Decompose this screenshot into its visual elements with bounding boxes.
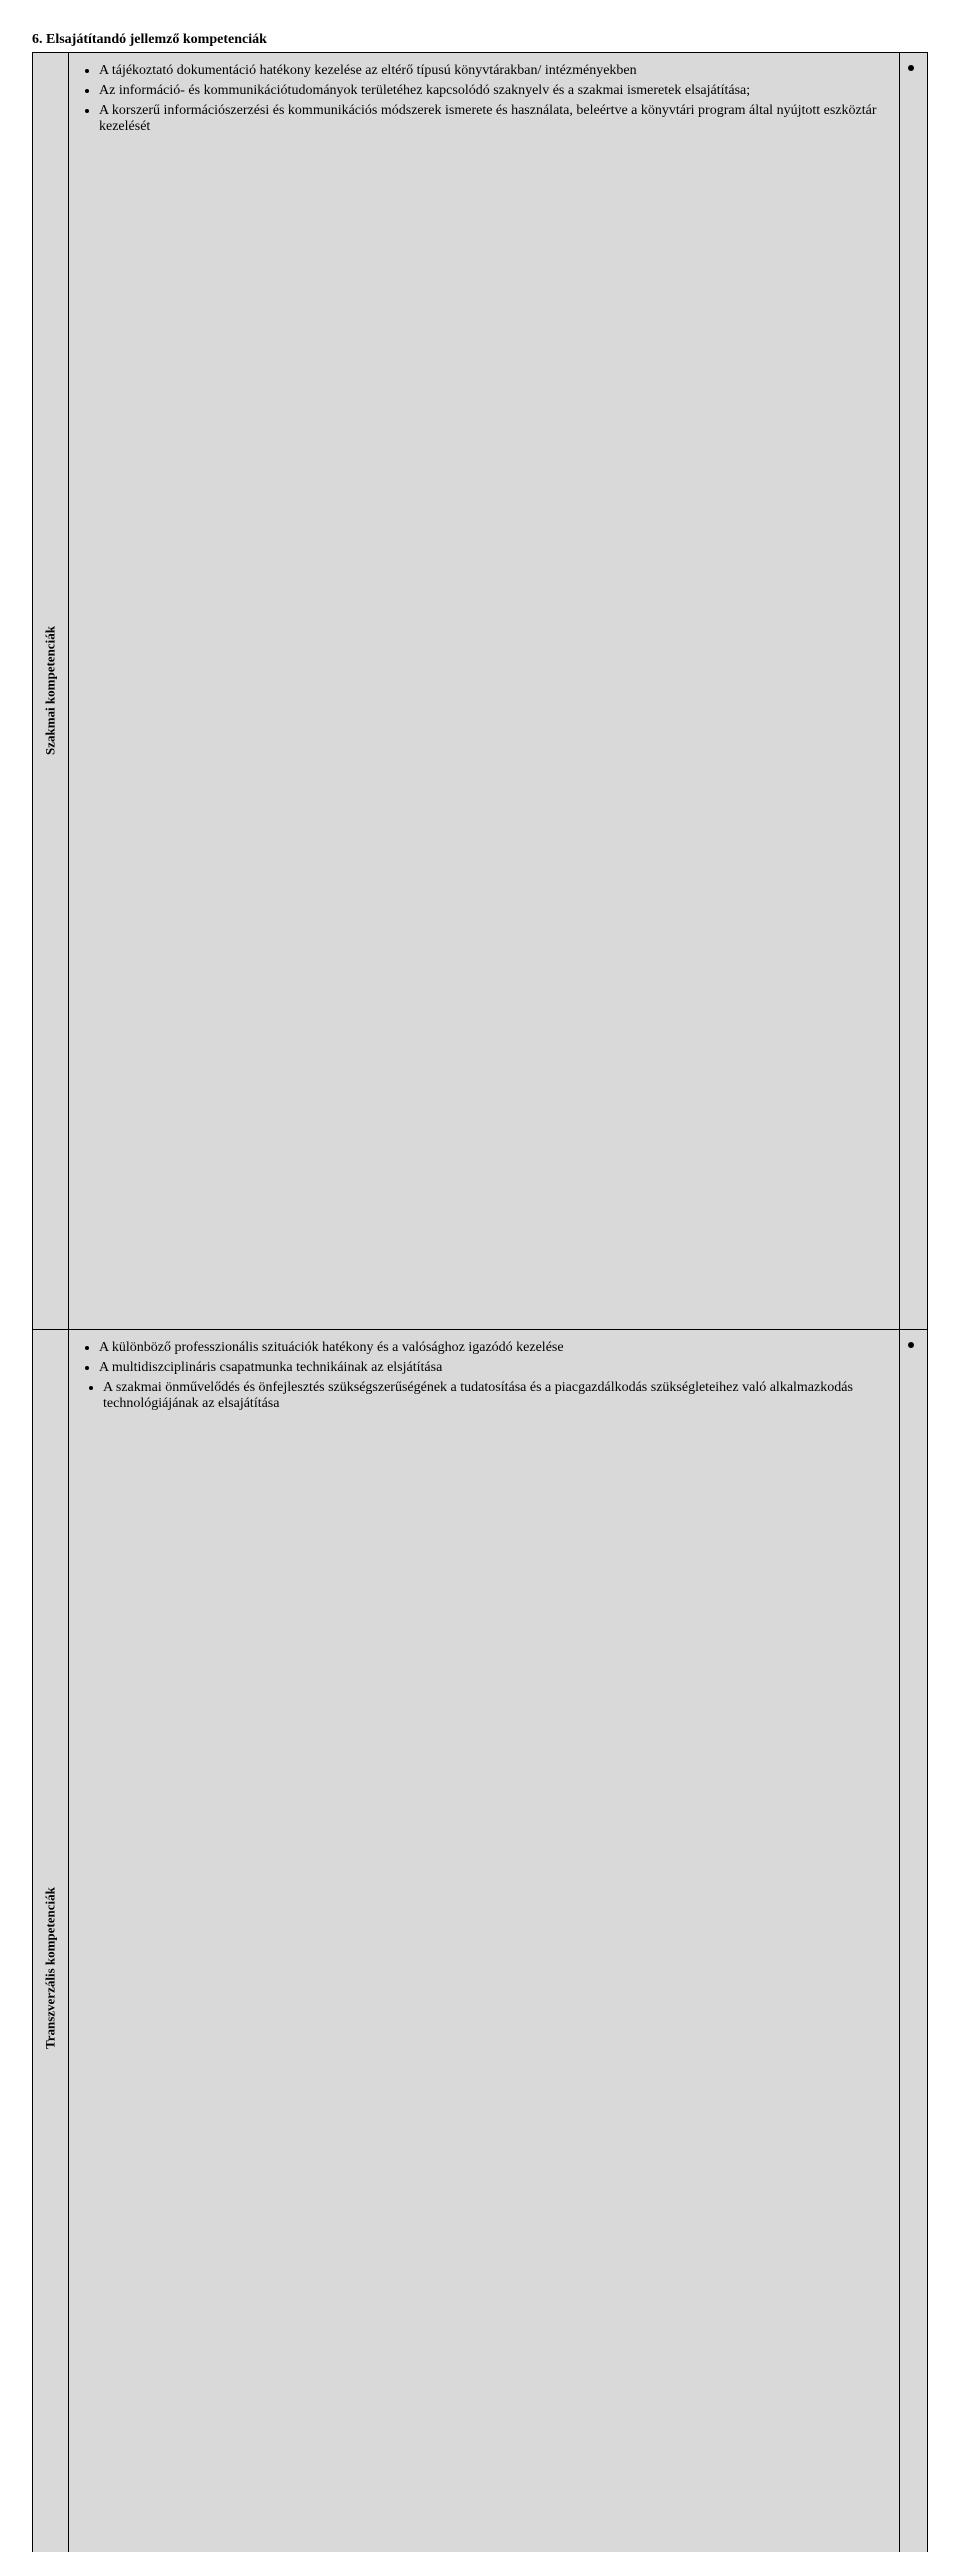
section6-title: 6. Elsajátítandó jellemző kompetenciák <box>32 32 928 48</box>
row2-item: A különböző professzionális szituációk h… <box>99 1340 891 1356</box>
row1-label-cell: Szakmai kompetenciák <box>33 53 69 1330</box>
row2-content: A különböző professzionális szituációk h… <box>69 1330 900 2552</box>
row1-label: Szakmai kompetenciák <box>33 53 68 1329</box>
row2-subitem: A szakmai önművelődés és önfejlesztés sz… <box>103 1380 891 1412</box>
row1-item: Az információ- és kommunikációtudományok… <box>99 83 891 99</box>
row2-item: A multidiszciplináris csapatmunka techni… <box>99 1360 891 1376</box>
row2-label: Transzverzális kompetenciák <box>33 1330 68 2552</box>
bullet-icon <box>908 1342 914 1348</box>
competencies-table: Szakmai kompetenciák A tájékoztató dokum… <box>32 52 928 2552</box>
row2-label-cell: Transzverzális kompetenciák <box>33 1330 69 2552</box>
row1-item: A korszerű információszerzési és kommuni… <box>99 103 891 135</box>
row1-item: A tájékoztató dokumentáció hatékony keze… <box>99 63 891 79</box>
bullet-icon <box>908 65 914 71</box>
row2-side-bullet <box>900 1330 928 2552</box>
row1-content: A tájékoztató dokumentáció hatékony keze… <box>69 53 900 1330</box>
row1-side-bullet <box>900 53 928 1330</box>
